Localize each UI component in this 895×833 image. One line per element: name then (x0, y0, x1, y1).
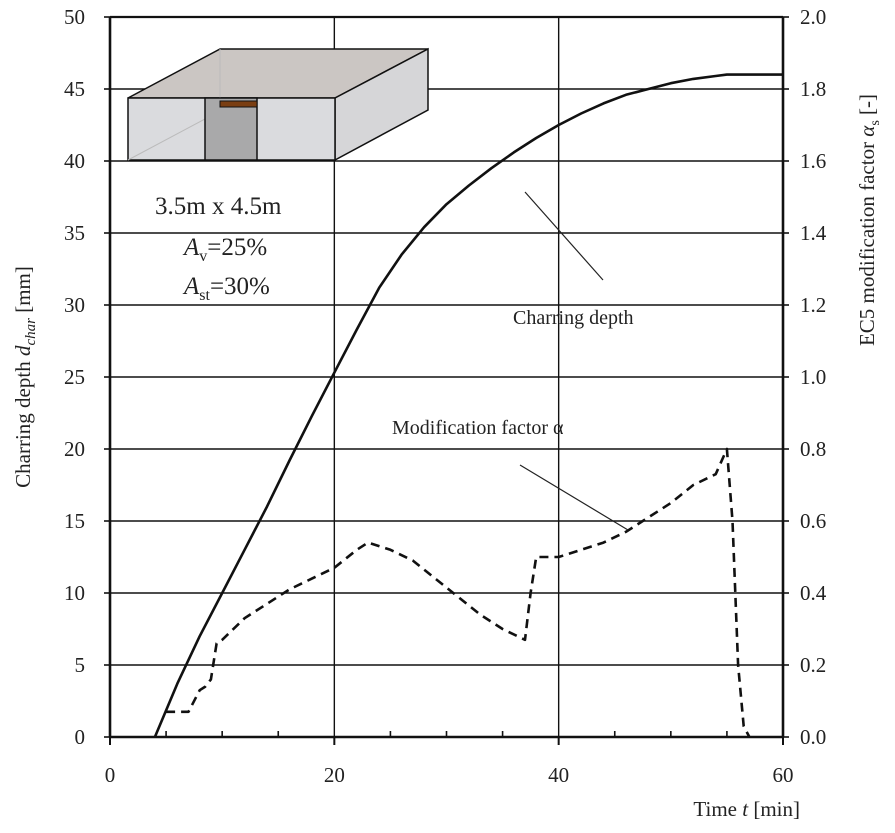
charring-depth-series-label: Charring depth (513, 307, 634, 329)
exposed-timber-ratio-label: Ast=30% (182, 273, 270, 304)
y-tick-label: 10 (64, 581, 85, 605)
y2-tick-label: 0.6 (800, 509, 826, 533)
charring-depth-leader-line (524, 191, 604, 281)
charring-depth-line (153, 73, 783, 738)
y2-tick-label: 0.2 (800, 653, 826, 677)
y2-tick-label: 1.8 (800, 77, 826, 101)
y2-axis-title: EC5 modification factor αs [-] (855, 94, 883, 346)
room-door-opening (204, 97, 258, 161)
room-vent-opening (219, 100, 258, 108)
y-tick-label: 20 (64, 437, 85, 461)
mod-factor-leader-line (519, 464, 629, 531)
ventilation-ratio-label: Av=25% (182, 234, 267, 265)
y-tick-label: 5 (75, 653, 86, 677)
y-tick-label: 45 (64, 77, 85, 101)
y2-tick-label: 0.4 (800, 581, 827, 605)
y-tick-label: 50 (64, 5, 85, 29)
y-tick-label: 30 (64, 293, 85, 317)
x-tick-label: 20 (324, 763, 345, 787)
modification-factor-line (166, 447, 751, 738)
y-tick-label: 15 (64, 509, 85, 533)
x-axis-title: Time t [min] (693, 797, 800, 821)
room-dimensions-label: 3.5m x 4.5m (155, 193, 282, 220)
y2-tick-label: 1.2 (800, 293, 826, 317)
room-schematic-icon (127, 47, 429, 162)
x-tick-label: 60 (773, 763, 794, 787)
series (153, 73, 783, 738)
axes: 0 5 10 15 20 25 30 35 40 45 50 0.0 0.2 0.4 0.6 0.8 1.0 1.… (64, 5, 827, 787)
y2-tick-label: 0.8 (800, 437, 826, 461)
y2-tick-label: 1.0 (800, 365, 826, 389)
y-tick-label: 35 (64, 221, 85, 245)
y-axis-title: Charring depth dchar [mm] (11, 266, 39, 488)
y-tick-label: 0 (75, 725, 86, 749)
mod-factor-series-label: Modification factor α (392, 417, 564, 439)
y2-tick-label: 1.6 (800, 149, 826, 173)
y2-tick-label: 2.0 (800, 5, 826, 29)
y-tick-label: 40 (64, 149, 85, 173)
y2-tick-label: 0.0 (800, 725, 826, 749)
x-tick-label: 0 (105, 763, 116, 787)
y-tick-label: 25 (64, 365, 85, 389)
y2-tick-label: 1.4 (800, 221, 827, 245)
x-tick-label: 40 (548, 763, 569, 787)
